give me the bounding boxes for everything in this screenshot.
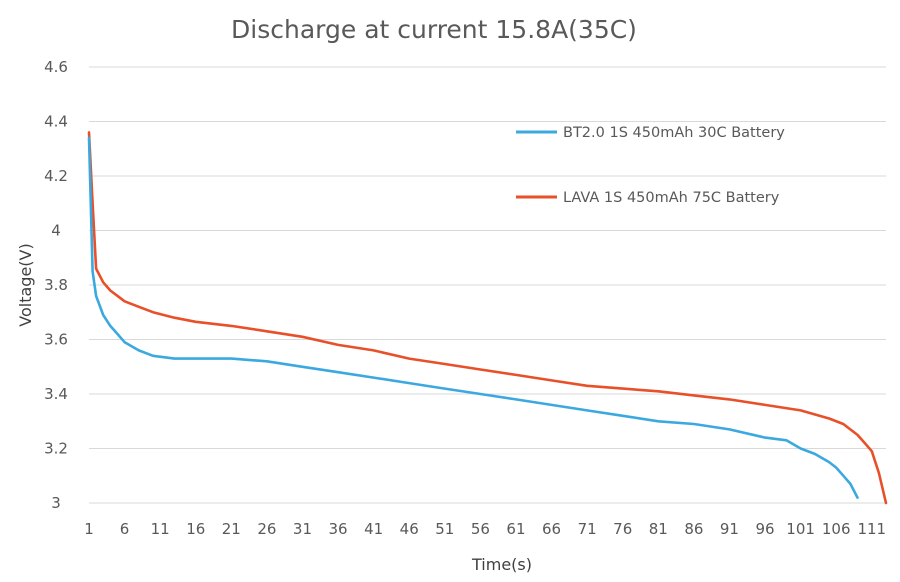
x-tick-label: 51: [435, 520, 454, 538]
y-tick-label: 3: [51, 494, 61, 512]
series-layer: [87, 131, 888, 505]
x-tick-label: 71: [578, 520, 597, 538]
x-tick-label: 1: [84, 520, 94, 538]
x-tick-label: 16: [186, 520, 205, 538]
grid-layer: [89, 66, 886, 504]
x-tick-label: 36: [329, 520, 348, 538]
x-tick-label: 41: [364, 520, 383, 538]
x-tick-label: 81: [649, 520, 668, 538]
series-line-lava: [87, 131, 888, 505]
y-tick-label: 3.2: [44, 440, 68, 458]
x-tick-label: 61: [506, 520, 525, 538]
y-tick-label: 4: [51, 222, 61, 240]
x-tick-label: 106: [822, 520, 851, 538]
x-tick-label: 101: [786, 520, 815, 538]
series-line-bt2: [87, 136, 859, 499]
y-tick-label: 3.6: [44, 331, 68, 349]
chart-title: Discharge at current 15.8A(35C): [231, 15, 637, 44]
legend-label-bt2: BT2.0 1S 450mAh 30C Battery: [563, 125, 785, 141]
y-axis-title: Voltage(V): [16, 243, 35, 326]
x-tick-label: 6: [120, 520, 130, 538]
x-tick-label: 56: [471, 520, 490, 538]
x-axis-title: Time(s): [471, 555, 532, 574]
x-tick-label: 86: [684, 520, 703, 538]
x-tick-label: 91: [720, 520, 739, 538]
x-tick-label: 111: [857, 520, 886, 538]
x-tick-label: 21: [222, 520, 241, 538]
y-tick-label: 3.4: [44, 385, 68, 403]
x-tick-label: 26: [257, 520, 276, 538]
legend-label-lava: LAVA 1S 450mAh 75C Battery: [563, 190, 780, 206]
x-tick-label: 46: [400, 520, 419, 538]
y-tick-label: 3.8: [44, 276, 68, 294]
x-tick-layer: 1 6 11 16 21 26 31 36 41 46 51 56 61 66 71 76 81 86 91 96 10…: [84, 520, 886, 538]
y-tick-label: 4.2: [44, 167, 68, 185]
x-tick-label: 11: [151, 520, 170, 538]
x-tick-label: 76: [613, 520, 632, 538]
legend: BT2.0 1S 450mAh 30C Battery LAVA 1S 450m…: [516, 125, 785, 206]
x-tick-label: 31: [293, 520, 312, 538]
x-tick-label: 66: [542, 520, 561, 538]
x-tick-label: 96: [755, 520, 774, 538]
y-tick-label: 4.6: [44, 58, 68, 76]
y-tick-layer: 3 3.2 3.4 3.6 3.8 4 4.2 4.4 4.6: [44, 58, 68, 512]
y-tick-label: 4.4: [44, 113, 68, 131]
